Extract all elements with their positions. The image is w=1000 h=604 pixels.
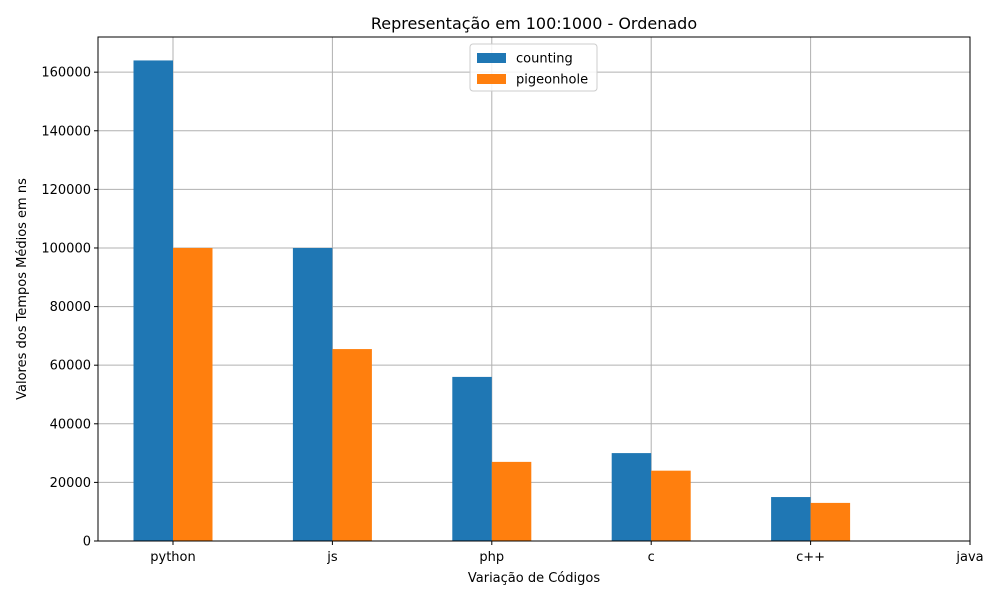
y-tick-label: 80000 xyxy=(50,300,91,315)
y-tick-label: 40000 xyxy=(50,417,91,432)
chart-title: Representação em 100:1000 - Ordenado xyxy=(371,14,697,33)
x-tick-label: c++ xyxy=(796,550,825,565)
y-tick-label: 160000 xyxy=(41,66,91,81)
bar-counting-c xyxy=(611,453,652,541)
bar-counting-php xyxy=(452,376,492,541)
bar-pigeonhole-php xyxy=(491,461,532,541)
plot-frame xyxy=(97,36,971,542)
y-tick-label: 0 xyxy=(83,535,91,550)
y-tick-label: 100000 xyxy=(41,241,91,256)
y-tick-label: 140000 xyxy=(41,124,91,139)
legend-swatch-pigeonhole xyxy=(477,74,506,84)
x-axis-label: Variação de Códigos xyxy=(468,571,600,586)
y-tick-label: 20000 xyxy=(50,476,91,491)
legend: counting pigeonhole xyxy=(469,43,598,92)
bar-pigeonhole-python xyxy=(173,247,213,541)
legend-label-pigeonhole: pigeonhole xyxy=(516,73,588,88)
bar-pigeonhole-js xyxy=(332,349,372,541)
x-tick-label: c xyxy=(648,550,655,565)
bars xyxy=(133,60,851,541)
x-tick-label: js xyxy=(326,550,338,565)
y-tick-label: 60000 xyxy=(50,359,91,374)
y-axis-label: Valores dos Tempos Médios em ns xyxy=(15,178,30,400)
legend-label-counting: counting xyxy=(516,52,573,67)
bar-counting-cpp xyxy=(771,497,811,541)
bar-pigeonhole-c xyxy=(651,470,691,541)
x-tick-label: python xyxy=(150,550,195,565)
axis-ticks: 0 20000 40000 60000 80000 100000 120000 140000 1… xyxy=(41,66,983,565)
y-tick-label: 120000 xyxy=(41,183,91,198)
legend-swatch-counting xyxy=(477,53,506,63)
bar-counting-python xyxy=(133,60,173,541)
bar-counting-js xyxy=(292,247,333,541)
bar-pigeonhole-cpp xyxy=(810,502,851,541)
x-tick-label: java xyxy=(955,550,983,565)
x-tick-label: php xyxy=(479,550,504,565)
